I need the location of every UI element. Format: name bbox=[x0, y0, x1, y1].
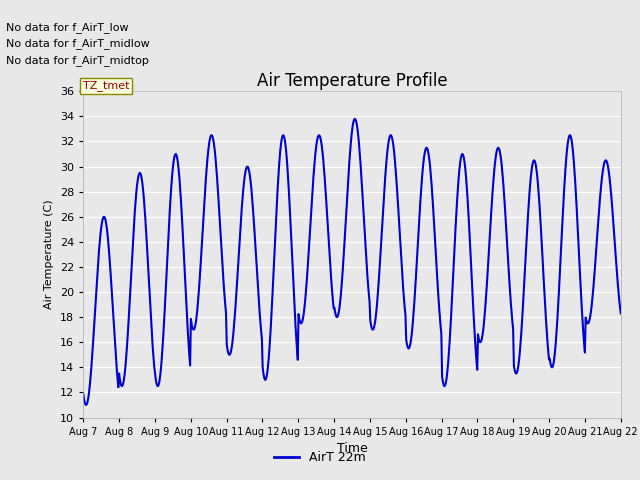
Y-axis label: Air Temperature (C): Air Temperature (C) bbox=[44, 200, 54, 309]
X-axis label: Time: Time bbox=[337, 442, 367, 455]
Text: No data for f_AirT_low: No data for f_AirT_low bbox=[6, 22, 129, 33]
Legend: AirT 22m: AirT 22m bbox=[269, 446, 371, 469]
Text: No data for f_AirT_midtop: No data for f_AirT_midtop bbox=[6, 55, 149, 66]
Title: Air Temperature Profile: Air Temperature Profile bbox=[257, 72, 447, 90]
Text: TZ_tmet: TZ_tmet bbox=[83, 80, 130, 91]
Text: No data for f_AirT_midlow: No data for f_AirT_midlow bbox=[6, 38, 150, 49]
